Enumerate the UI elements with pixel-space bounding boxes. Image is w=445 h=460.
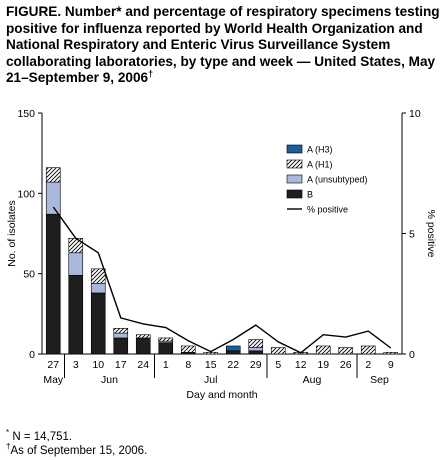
legend-swatch-a-unsubtyped (286, 174, 303, 184)
bar-a-unsubtyped (113, 332, 129, 339)
x-tick-label: 1 (163, 359, 169, 371)
figure-title-text: FIGURE. Number* and percentage of respir… (6, 4, 440, 85)
bar-a-h3 (225, 345, 241, 352)
month-label: Sep (370, 374, 389, 386)
legend-label-a-h1: A (H1) (307, 160, 333, 170)
y-tick-label: 50 (23, 269, 35, 281)
plot-area: 0 50 100 150 0 5 10 No. of isolates % positive Da… (6, 108, 437, 401)
x-tick-label: 29 (250, 359, 262, 371)
bar-a-h1 (360, 345, 376, 355)
footnote-2: †As of September 15, 2006. (6, 440, 147, 458)
x-axis-title: Day and month (186, 389, 257, 401)
month-label: Jun (101, 374, 118, 386)
x-tick-label: 8 (185, 359, 191, 371)
bar-b (45, 213, 61, 355)
bar-b (135, 337, 151, 355)
bar-b (248, 350, 264, 355)
y2-axis-title: % positive (425, 210, 437, 258)
legend-swatch-a-h1 (286, 159, 303, 169)
bar-b (113, 337, 129, 355)
x-tick-label: 24 (137, 359, 149, 371)
x-tick-label: 26 (340, 359, 352, 371)
bar-a-h1 (90, 268, 106, 284)
x-tick-label: 17 (115, 359, 127, 371)
bar-a-h1 (158, 337, 174, 342)
legend-label-a-h3: A (H3) (307, 145, 333, 155)
bar-b (225, 350, 241, 355)
y2-tick-label: 5 (409, 229, 415, 241)
bar-a-h1 (248, 339, 264, 348)
footnote-1: * N = 14,751. (6, 426, 72, 444)
x-tick-label: 5 (275, 359, 281, 371)
bar-a-h1 (113, 327, 129, 334)
y-axis-title: No. of isolates (6, 200, 18, 267)
x-tick-label: 9 (388, 359, 394, 371)
legend-label-b: B (307, 190, 313, 200)
line-percent-positive (52, 206, 392, 354)
bar-a-h1 (180, 345, 196, 353)
bar-a-h1 (338, 347, 354, 355)
bar-a-h1 (135, 334, 151, 339)
footnote-1-text: N = 14,751. (9, 430, 73, 443)
bar-a-unsubtyped (68, 252, 84, 276)
figure-title: FIGURE. Number* and percentage of respir… (6, 4, 442, 87)
bar-a-h1 (383, 352, 399, 355)
month-label: Jul (204, 374, 217, 386)
bar-a-h1 (315, 345, 331, 355)
x-tick-label: 22 (227, 359, 239, 371)
x-tick-label: 10 (92, 359, 104, 371)
footnote-2-mark: † (6, 442, 11, 451)
x-tick-label: 2 (365, 359, 371, 371)
month-label: Aug (303, 374, 322, 386)
legend-swatch-b (286, 189, 303, 199)
legend-label-a-unsubtyped: A (unsubtyped) (307, 175, 368, 185)
bar-a-unsubtyped (45, 181, 61, 215)
bar-a-unsubtyped (248, 347, 264, 352)
bar-b (158, 342, 174, 355)
bar-a-h1 (270, 347, 286, 355)
x-tick-label: 3 (73, 359, 79, 371)
bar-a-h1 (45, 167, 61, 183)
bar-a-h1 (68, 238, 84, 254)
influenza-stacked-bar-chart: 0 50 100 150 0 5 10 No. of isolates % positive Da… (6, 108, 437, 401)
x-tick-label: 12 (295, 359, 307, 371)
y-tick-label: 100 (17, 188, 35, 200)
bar-a-h1 (203, 352, 219, 355)
bar-b (90, 292, 106, 355)
bar-a-unsubtyped (90, 283, 106, 294)
y-tick-label: 0 (29, 349, 35, 361)
y2-tick-label: 0 (409, 349, 415, 361)
title-footnote-mark: † (148, 68, 154, 79)
bar-b (68, 274, 84, 355)
footnote-2-text: As of September 15, 2006. (10, 444, 148, 457)
footnote-1-mark: * (6, 428, 10, 437)
x-tick-label: 15 (205, 359, 217, 371)
month-label: May (43, 374, 64, 386)
y-tick-label: 150 (17, 108, 35, 120)
y2-tick-label: 10 (409, 108, 421, 120)
x-tick-label: 27 (47, 359, 59, 371)
x-tick-label: 19 (317, 359, 329, 371)
legend-label-positive: % positive (307, 205, 348, 215)
legend-swatch-a-h3 (286, 144, 303, 154)
